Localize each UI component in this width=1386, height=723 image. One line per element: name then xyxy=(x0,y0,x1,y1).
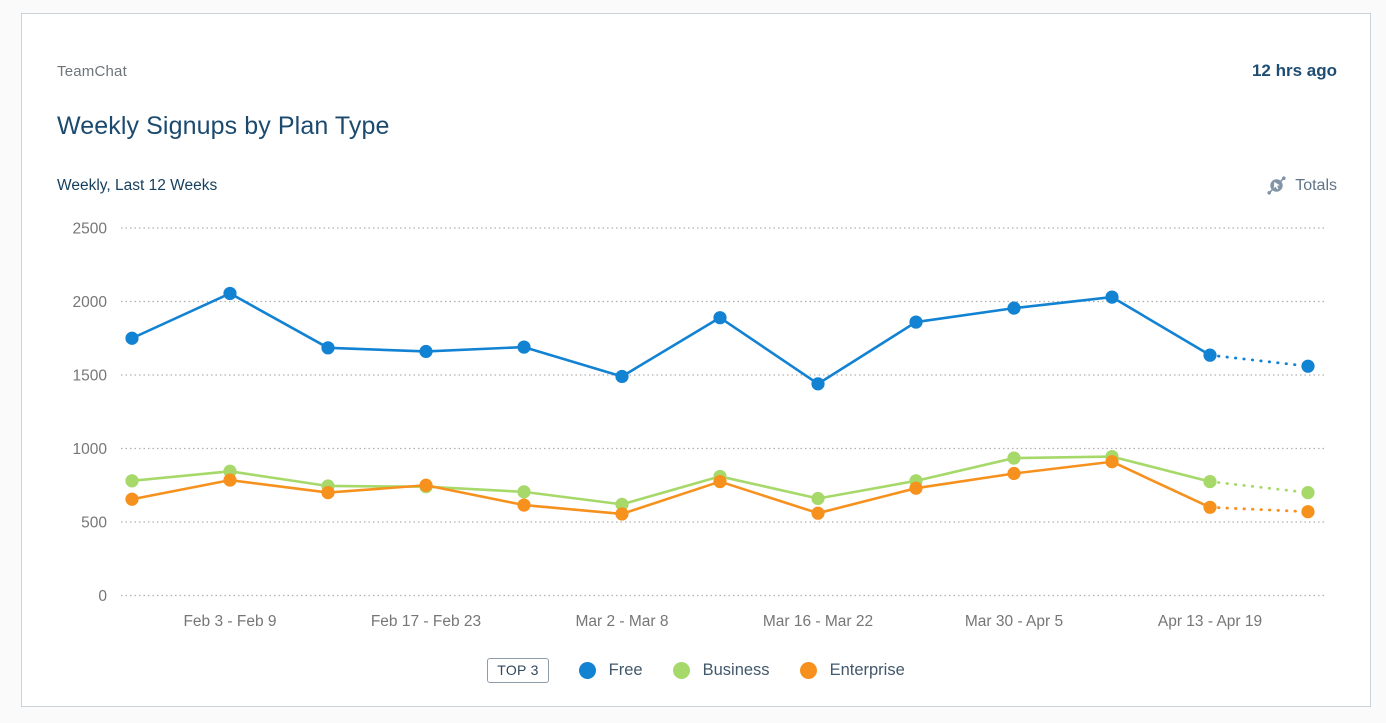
data-point[interactable] xyxy=(909,315,922,328)
y-axis-tick-label: 1000 xyxy=(73,441,108,458)
y-axis-tick-label: 0 xyxy=(98,588,107,605)
x-axis-tick-label: Feb 17 - Feb 23 xyxy=(371,613,481,630)
data-point[interactable] xyxy=(1007,451,1020,464)
free-series-dot xyxy=(579,662,596,679)
data-point[interactable] xyxy=(811,492,824,505)
data-point[interactable] xyxy=(909,482,922,495)
data-point[interactable] xyxy=(615,507,628,520)
data-point[interactable] xyxy=(321,341,334,354)
y-axis-tick-label: 500 xyxy=(81,515,107,532)
data-point[interactable] xyxy=(1301,360,1314,373)
legend-item-free[interactable]: Free xyxy=(579,661,643,680)
x-axis-tick-label: Feb 3 - Feb 9 xyxy=(183,613,276,630)
data-point[interactable] xyxy=(1007,467,1020,480)
enterprise-series-dot xyxy=(800,662,817,679)
page-title: Weekly Signups by Plan Type xyxy=(57,112,390,141)
x-axis-tick-label: Mar 2 - Mar 8 xyxy=(575,613,668,630)
totals-toggle[interactable]: Totals xyxy=(1266,175,1337,196)
x-axis-tick-label: Apr 13 - Apr 19 xyxy=(1158,613,1262,630)
data-point[interactable] xyxy=(125,474,138,487)
data-point[interactable] xyxy=(811,377,824,390)
data-point[interactable] xyxy=(419,345,432,358)
y-axis-tick-label: 2000 xyxy=(73,294,108,311)
y-axis-tick-label: 1500 xyxy=(73,368,108,385)
data-point[interactable] xyxy=(1203,349,1216,362)
data-point[interactable] xyxy=(615,370,628,383)
data-point[interactable] xyxy=(125,493,138,506)
legend-item-label: Enterprise xyxy=(830,661,905,680)
legend-item-label: Business xyxy=(703,661,770,680)
totals-icon xyxy=(1266,175,1287,196)
data-point[interactable] xyxy=(1301,505,1314,518)
totals-label: Totals xyxy=(1295,177,1337,195)
data-point[interactable] xyxy=(517,498,530,511)
business-series-dot xyxy=(673,662,690,679)
data-point[interactable] xyxy=(1301,486,1314,499)
card-header: TeamChat 12 hrs ago xyxy=(57,61,1337,81)
data-point[interactable] xyxy=(1203,475,1216,488)
data-point[interactable] xyxy=(1007,302,1020,315)
data-point[interactable] xyxy=(321,486,334,499)
data-point[interactable] xyxy=(517,485,530,498)
data-point[interactable] xyxy=(713,475,726,488)
signups-line-chart: 0 500 1000 1500 2000 2500 Feb 3 - Feb 9 Feb 17 … xyxy=(57,219,1341,636)
data-point[interactable] xyxy=(1105,290,1118,303)
data-point[interactable] xyxy=(713,311,726,324)
chart-legend: TOP 3 Free Business Enterprise xyxy=(22,658,1370,683)
data-point[interactable] xyxy=(1105,455,1118,468)
chart-svg: 0 500 1000 1500 2000 2500 Feb 3 - Feb 9 Feb 17 … xyxy=(57,219,1341,636)
analytics-card: TeamChat 12 hrs ago Weekly Signups by Pl… xyxy=(21,13,1371,707)
data-point[interactable] xyxy=(223,474,236,487)
data-point[interactable] xyxy=(419,479,432,492)
data-point[interactable] xyxy=(125,332,138,345)
legend-item-label: Free xyxy=(609,661,643,680)
x-axis-tick-label: Mar 16 - Mar 22 xyxy=(763,613,873,630)
updated-timestamp: 12 hrs ago xyxy=(1252,61,1337,81)
legend-item-enterprise[interactable]: Enterprise xyxy=(800,661,905,680)
range-subtitle: Weekly, Last 12 Weeks xyxy=(57,177,217,195)
app-title: TeamChat xyxy=(57,63,127,80)
data-point[interactable] xyxy=(1203,501,1216,514)
data-point[interactable] xyxy=(811,507,824,520)
data-point[interactable] xyxy=(223,287,236,300)
x-axis-tick-label: Mar 30 - Apr 5 xyxy=(965,613,1063,630)
top3-badge: TOP 3 xyxy=(487,658,548,683)
legend-item-business[interactable]: Business xyxy=(673,661,770,680)
data-point[interactable] xyxy=(517,340,530,353)
subtitle-row: Weekly, Last 12 Weeks Totals xyxy=(57,175,1337,196)
y-axis-tick-label: 2500 xyxy=(73,221,108,238)
series-enterprise xyxy=(125,455,1314,520)
